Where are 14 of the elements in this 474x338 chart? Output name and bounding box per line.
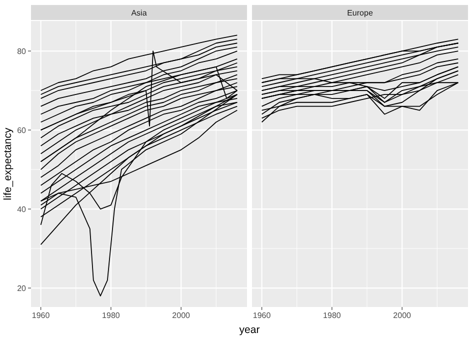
y-axis-title: life_expectancy xyxy=(2,127,14,200)
x-tick-label: 1960 xyxy=(32,311,50,320)
chart-title: Europe xyxy=(347,8,374,18)
x-tick-label: 1960 xyxy=(252,311,272,320)
y-tick-label: 20 xyxy=(17,284,27,294)
y-tick-label: 80 xyxy=(17,47,27,56)
x-tick-label: 2000 xyxy=(172,311,191,320)
y-tick-label: 40 xyxy=(17,205,27,214)
x-tick-label: 1980 xyxy=(102,311,120,320)
chart-title: Asia xyxy=(131,8,148,18)
x-tick-label: 1980 xyxy=(323,311,342,320)
x-axis-title: year xyxy=(239,324,260,336)
x-tick-label: 2000 xyxy=(393,311,412,320)
y-tick-label: 60 xyxy=(17,126,27,136)
